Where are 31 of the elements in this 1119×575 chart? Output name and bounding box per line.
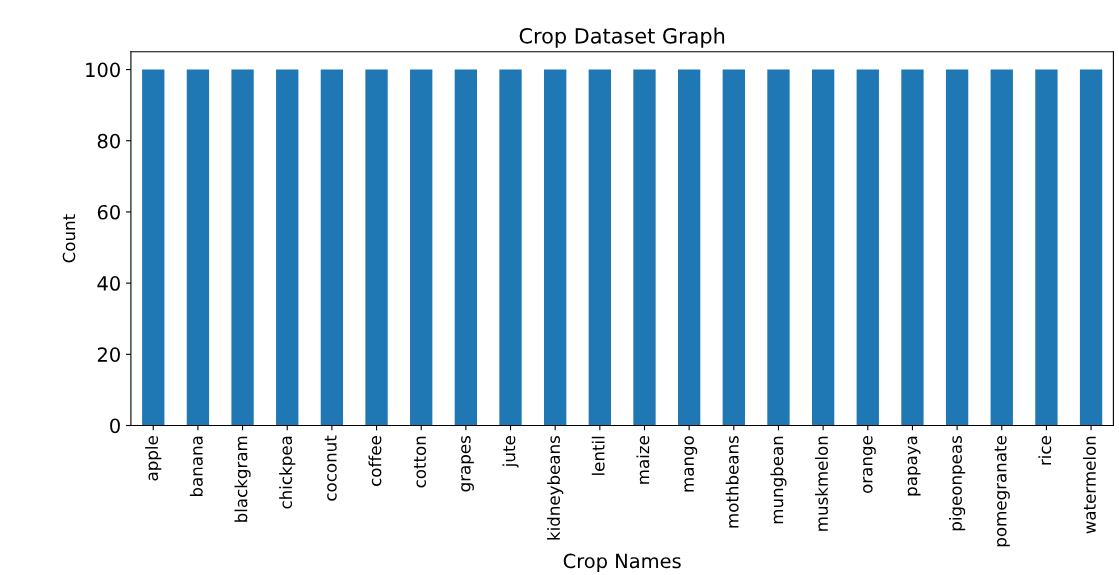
x-tick-label: coffee (368, 436, 382, 486)
x-tick-label: mungbean (770, 436, 787, 524)
x-tick-label: chickpea (279, 436, 296, 509)
x-tick-label: orange (863, 436, 876, 493)
x-axis-title: Crop Names (563, 553, 681, 573)
y-axis-title: Count (62, 214, 76, 263)
x-tick-label: banana (189, 436, 203, 497)
x-tick-label: lentil (591, 436, 605, 475)
y-tick-label: 80 (97, 133, 120, 149)
x-tick-label: watermelon (1083, 436, 1096, 534)
x-tick-label: rice (1038, 436, 1052, 465)
x-tick-label: grapes (461, 436, 474, 492)
x-tick-label: muskmelon (815, 436, 828, 531)
x-tick-label: blackgram (234, 436, 251, 522)
x-tick-label: maize (636, 436, 650, 484)
y-tick-label: 20 (97, 347, 120, 362)
x-tick-label: cotton (414, 436, 427, 488)
x-tick-label: mothbeans (725, 436, 739, 528)
y-tick-label: 0 (110, 418, 120, 434)
x-tick-label: apple (145, 436, 162, 481)
chart-title: Crop Dataset Graph (519, 27, 725, 48)
x-tick-label: mango (684, 436, 698, 492)
y-tick-label: 60 (97, 204, 120, 220)
x-tick-label: pomegranate (994, 436, 1010, 547)
x-tick-label: papaya (907, 436, 921, 496)
y-tick-label: 40 (97, 276, 120, 291)
y-tick-label: 100 (86, 62, 120, 78)
x-tick-label: pigeonpeas (949, 436, 966, 531)
x-tick-label: jute (502, 436, 519, 468)
x-tick-label: kidneybeans (547, 436, 564, 540)
x-tick-label: coconut (324, 435, 337, 501)
